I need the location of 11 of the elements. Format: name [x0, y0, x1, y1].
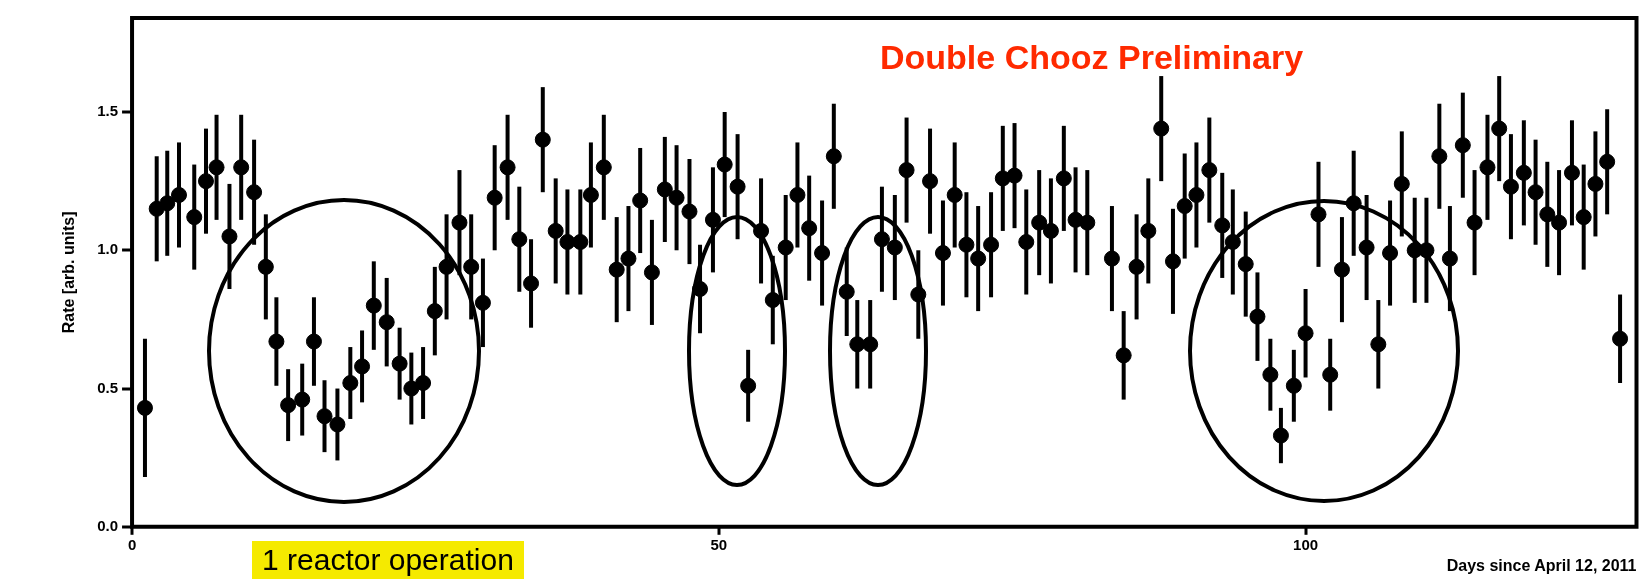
y-axis-title: Rate [arb. units]	[60, 211, 78, 334]
y-tick-label: 0.5	[97, 378, 119, 396]
x-tick-label: 50	[710, 535, 728, 553]
x-tick-label: 0	[127, 535, 137, 553]
text: 1 reactor operation	[252, 541, 524, 579]
y-tick-label: 1.0	[97, 240, 119, 258]
y-tick-label: 0.0	[97, 516, 119, 534]
x-axis-title: Days since April 12, 2011	[1446, 556, 1637, 574]
annotation: Double Chooz Preliminary	[880, 38, 1304, 77]
y-tick-label: 1.5	[97, 102, 119, 120]
x-tick-label: 100	[1293, 535, 1319, 553]
